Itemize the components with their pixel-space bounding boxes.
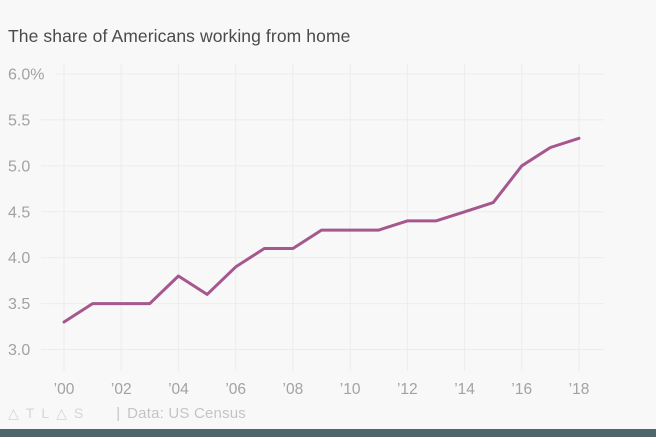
y-axis-tick-label: 5.0 — [8, 158, 30, 175]
x-axis-tick-label: ’02 — [111, 381, 132, 398]
data-source-label: Data: US Census — [127, 404, 247, 422]
chart-title: The share of Americans working from home — [8, 26, 351, 46]
x-axis-tick-label: ’12 — [397, 381, 418, 398]
y-axis-tick-label: 4.5 — [8, 204, 30, 221]
line-chart: 3.0 3.5 4.0 4.5 5.0 5.5 6.0% ’00 ’02 ’04 ’06 ’08 ’10… — [8, 64, 604, 398]
data-line-series — [62, 136, 581, 324]
source-group: | Data: US Census — [116, 405, 246, 422]
y-axis-tick-label: 3.0 — [8, 342, 30, 359]
y-axis-tick-label: 5.5 — [8, 112, 30, 129]
x-axis-tick-label: ’16 — [511, 381, 532, 398]
x-axis-tick-label: ’00 — [54, 381, 75, 398]
x-axis-tick-label: ’14 — [454, 381, 475, 398]
atlas-logo: △TL△S — [8, 404, 91, 421]
y-axis-tick-label: 4.0 — [8, 250, 30, 267]
y-axis-tick-label: 6.0% — [8, 67, 44, 84]
x-axis-tick-label: ’06 — [225, 381, 246, 398]
x-axis-tick-label: ’18 — [569, 381, 590, 398]
footer-divider: | — [116, 404, 121, 422]
chart-footer: △TL△S | Data: US Census — [8, 403, 648, 423]
bottom-accent-bar — [0, 429, 656, 437]
y-axis-tick-label: 3.5 — [8, 296, 30, 313]
x-axis-tick-label: ’04 — [168, 381, 189, 398]
x-axis-tick-label: ’08 — [283, 381, 304, 398]
x-axis-tick-label: ’10 — [340, 381, 361, 398]
